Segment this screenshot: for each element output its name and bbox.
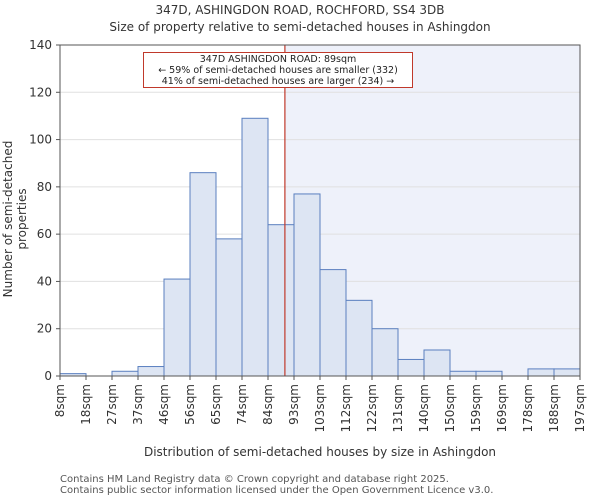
x-tick-label: 188sqm bbox=[547, 384, 561, 432]
y-axis-label: Number of semi-detached properties bbox=[1, 140, 29, 298]
bar bbox=[215, 238, 243, 377]
x-tick-label: 159sqm bbox=[469, 384, 483, 432]
bar bbox=[293, 193, 321, 377]
x-tick-label: 131sqm bbox=[391, 384, 405, 432]
y-tick-label: 140 bbox=[29, 38, 52, 52]
bar bbox=[267, 224, 295, 377]
x-tick-label: 150sqm bbox=[443, 384, 457, 432]
x-tick-label: 18sqm bbox=[79, 384, 93, 425]
bar bbox=[553, 368, 581, 377]
y-tick-label: 40 bbox=[37, 274, 52, 288]
annotation-line-2: ← 59% of semi-detached houses are smalle… bbox=[158, 65, 398, 76]
x-tick-label: 56sqm bbox=[183, 384, 197, 425]
x-tick-label: 8sqm bbox=[53, 384, 67, 417]
chart-subtitle: Size of property relative to semi-detach… bbox=[109, 20, 491, 34]
x-tick-label: 93sqm bbox=[287, 384, 301, 425]
histogram-chart: 0 20 40 60 80 100 120 140 8sqm 18sqm 27sqm 37sqm 46s… bbox=[29, 38, 587, 432]
x-tick-label: 178sqm bbox=[521, 384, 535, 432]
y-tick-label: 20 bbox=[37, 322, 52, 336]
x-tick-label: 65sqm bbox=[209, 384, 223, 425]
bar bbox=[163, 278, 191, 377]
footer-line-1: Contains HM Land Registry data © Crown c… bbox=[60, 474, 449, 485]
x-tick-label: 112sqm bbox=[339, 384, 353, 432]
x-tick-label: 27sqm bbox=[105, 384, 119, 425]
x-tick-label: 103sqm bbox=[313, 384, 327, 432]
bar bbox=[345, 299, 373, 377]
x-tick-label: 37sqm bbox=[131, 384, 145, 425]
x-tick-label: 84sqm bbox=[261, 384, 275, 425]
y-tick-label: 60 bbox=[37, 227, 52, 241]
bar bbox=[111, 370, 139, 377]
bar bbox=[449, 370, 477, 377]
bar bbox=[241, 117, 269, 377]
bar bbox=[527, 368, 555, 377]
x-tick-label: 122sqm bbox=[365, 384, 379, 432]
x-tick-label: 140sqm bbox=[417, 384, 431, 432]
chart-title: 347D, ASHINGDON ROAD, ROCHFORD, SS4 3DB bbox=[155, 3, 445, 17]
x-tick-label: 197sqm bbox=[573, 384, 587, 432]
x-tick-label: 46sqm bbox=[157, 384, 171, 425]
bar bbox=[475, 370, 503, 377]
bar bbox=[189, 172, 217, 377]
bar bbox=[371, 328, 399, 377]
y-tick-label: 100 bbox=[29, 133, 52, 147]
bar bbox=[423, 349, 451, 377]
y-tick-label: 0 bbox=[44, 369, 52, 383]
annotation-line-1: 347D ASHINGDON ROAD: 89sqm bbox=[199, 54, 357, 65]
annotation-line-3: 41% of semi-detached houses are larger (… bbox=[161, 76, 395, 87]
bar bbox=[319, 269, 347, 377]
marker-annotation: 347D ASHINGDON ROAD: 89sqm ← 59% of semi… bbox=[143, 52, 413, 88]
y-tick-label: 80 bbox=[37, 180, 52, 194]
x-axis-label: Distribution of semi-detached houses by … bbox=[143, 445, 497, 459]
footer-line-2: Contains public sector information licen… bbox=[60, 485, 494, 496]
y-tick-label: 120 bbox=[29, 85, 52, 99]
bar bbox=[137, 366, 165, 377]
x-tick-label: 169sqm bbox=[495, 384, 509, 432]
x-tick-label: 74sqm bbox=[235, 384, 249, 425]
bar bbox=[397, 358, 425, 377]
